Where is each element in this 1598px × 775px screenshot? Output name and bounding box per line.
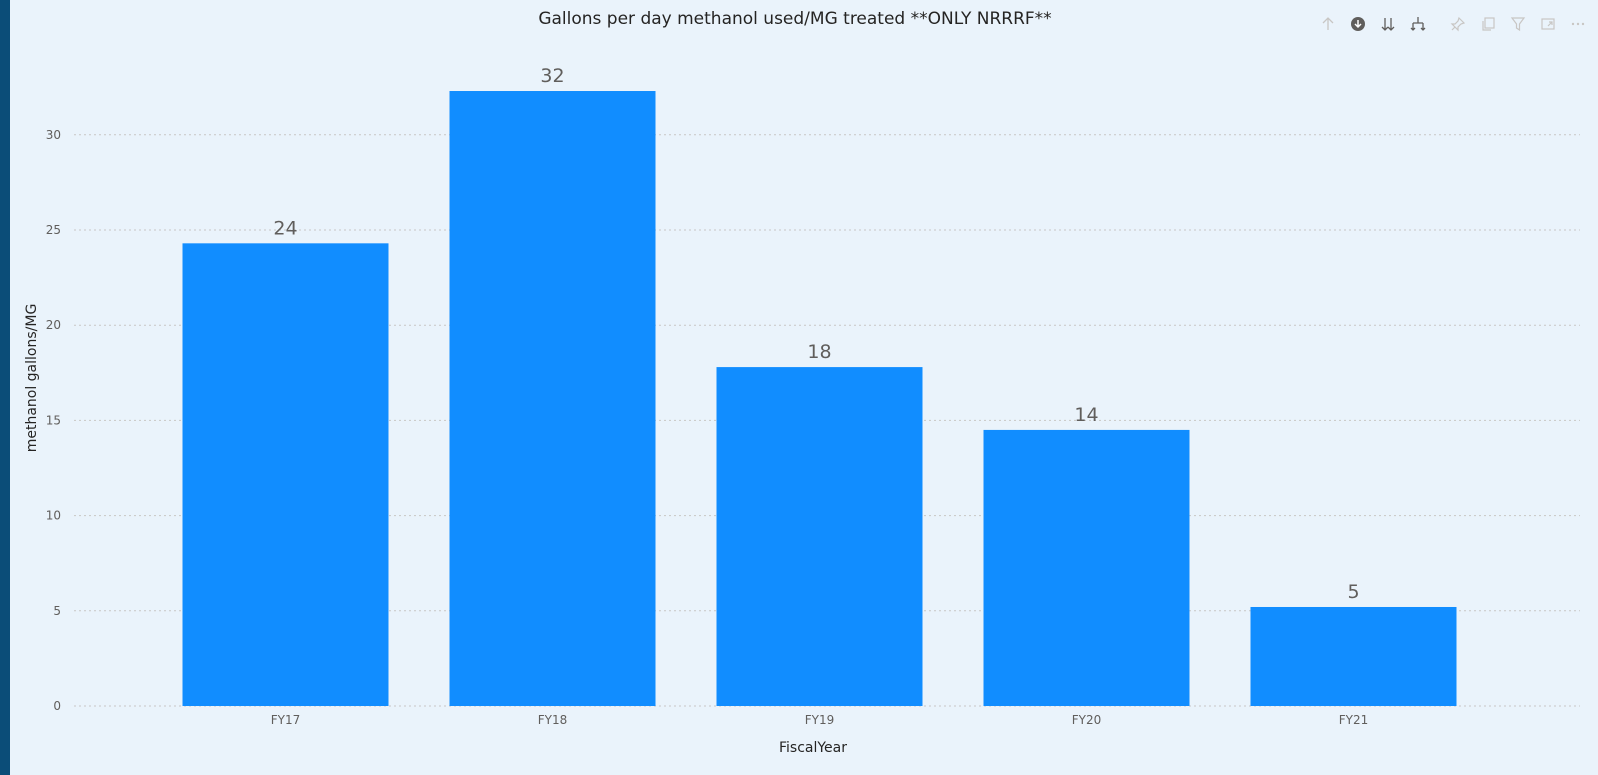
more-options-button[interactable] [1566,12,1590,36]
y-tick-label: 0 [53,699,61,713]
chart-title: Gallons per day methanol used/MG treated… [538,9,1052,29]
y-tick-label: 10 [46,509,61,523]
visual-header-toolbar [1316,10,1590,38]
bar[interactable] [449,91,656,707]
bar[interactable] [983,429,1190,706]
bar[interactable] [1250,606,1457,706]
x-axis-ticks: FY17 FY18 FY19 FY20 FY21 [271,713,1369,727]
filter-icon [1510,17,1526,32]
data-label: 14 [1074,404,1098,426]
pin-icon [1450,16,1466,32]
focus-mode-button[interactable] [1536,12,1560,36]
bars [182,91,1457,707]
copy-visual-button[interactable] [1476,12,1500,36]
next-level-button[interactable] [1376,12,1400,36]
y-tick-label: 25 [46,223,61,237]
x-axis-title: FiscalYear [779,740,847,756]
more-options-icon [1571,22,1585,26]
next-level-icon [1381,18,1395,31]
focus-mode-icon [1541,18,1555,30]
x-tick-label: FY18 [538,713,568,727]
drill-down-toggle-button[interactable] [1346,12,1370,36]
y-tick-label: 15 [46,413,61,427]
y-tick-label: 30 [46,128,61,142]
data-label: 18 [807,341,831,363]
bar[interactable] [716,367,923,706]
y-tick-label: 5 [53,604,61,618]
x-tick-label: FY20 [1072,713,1102,727]
y-axis-ticks: 0 5 10 15 20 25 30 [46,128,61,713]
filter-button[interactable] [1506,12,1530,36]
drill-up-icon [1322,17,1334,30]
x-tick-label: FY21 [1339,713,1369,727]
drill-up-button[interactable] [1316,12,1340,36]
expand-hierarchy-icon [1410,17,1426,31]
chart-visual[interactable]: Gallons per day methanol used/MG treated… [10,0,1598,775]
bar[interactable] [182,243,389,706]
pin-visual-button[interactable] [1446,12,1470,36]
copy-icon [1482,17,1495,31]
data-label: 24 [273,217,297,239]
x-tick-label: FY19 [805,713,835,727]
y-axis-title: methanol gallons/MG [24,304,40,453]
expand-next-level-button[interactable] [1406,12,1430,36]
x-tick-label: FY17 [271,713,301,727]
data-label: 32 [540,65,564,87]
y-tick-label: 20 [46,318,61,332]
data-label: 5 [1347,581,1359,603]
data-labels: 24 32 18 14 5 [273,65,1359,603]
drill-down-toggle-icon [1351,17,1365,31]
